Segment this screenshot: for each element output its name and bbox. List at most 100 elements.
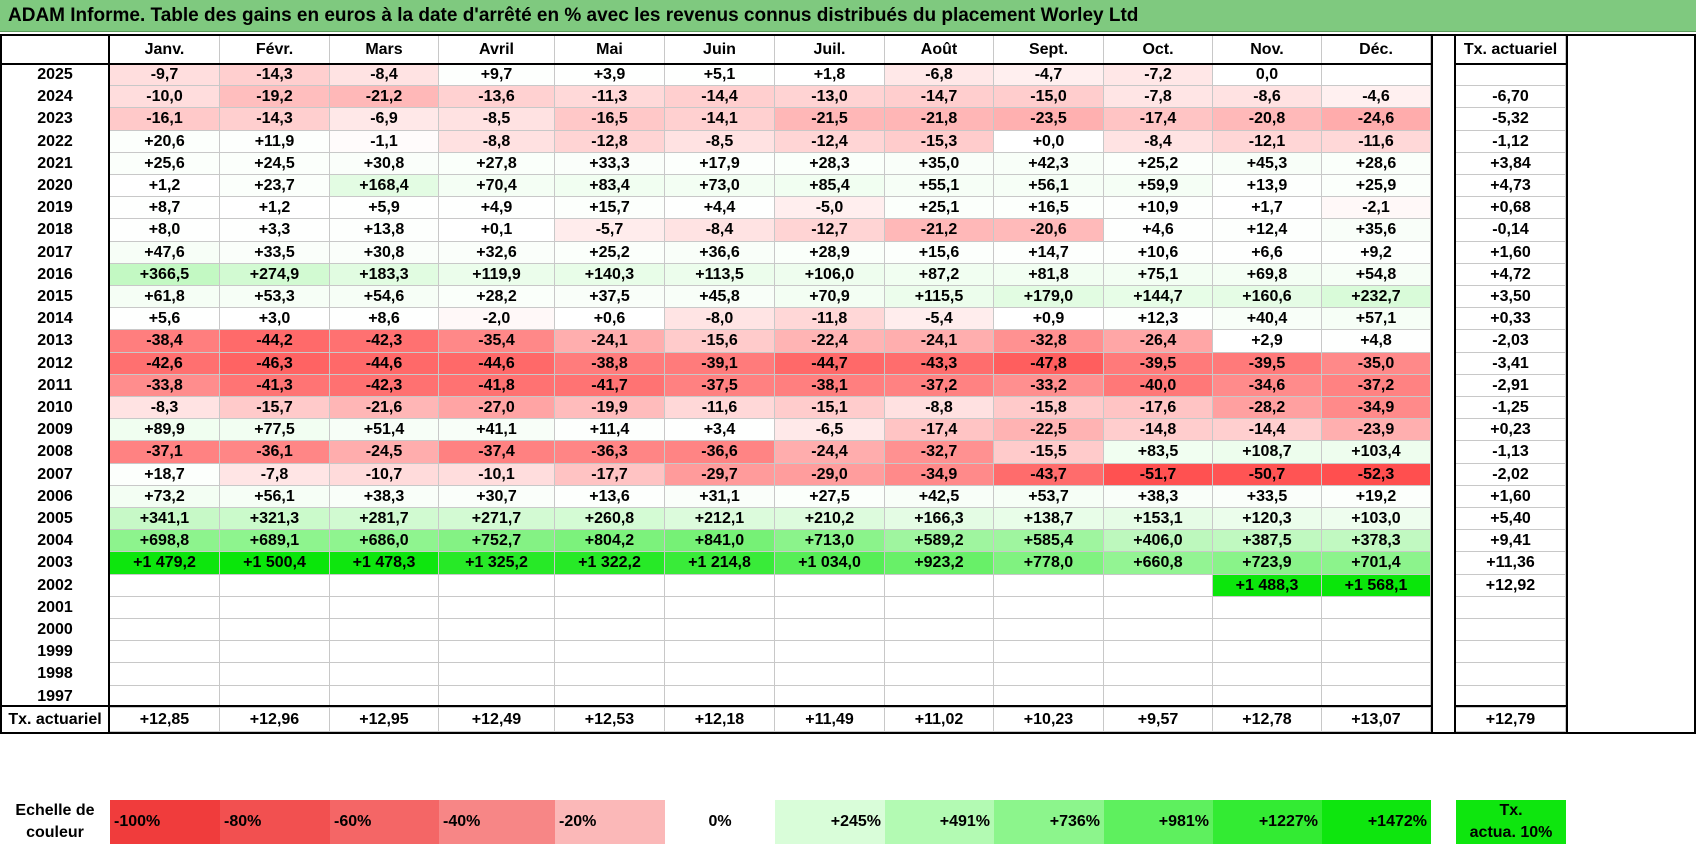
year-label: 2019	[37, 199, 73, 217]
table-cell: +13,8	[330, 219, 439, 242]
table-cell: -46,3	[220, 352, 330, 375]
table-cell	[110, 685, 220, 708]
table-cell: -21,6	[330, 397, 439, 420]
table-cell: -41,7	[555, 374, 665, 397]
table-cell: +33,5	[1213, 485, 1322, 508]
table-cell: +9,2	[1322, 241, 1431, 264]
table-cell: +5,1	[665, 64, 775, 87]
footer-label: Tx. actuariel	[8, 711, 102, 728]
table-cell: -26,4	[1104, 330, 1213, 353]
month-header: Juil.	[775, 36, 885, 64]
table-cell: -8,4	[665, 219, 775, 242]
table-cell: -33,2	[994, 374, 1104, 397]
table-cell: -28,2	[1213, 397, 1322, 420]
scale-swatch: -20%	[555, 800, 665, 844]
table-cell	[885, 574, 994, 597]
table-cell: +3,4	[665, 419, 775, 442]
footer-divider	[1454, 705, 1568, 707]
table-cell: -24,6	[1322, 108, 1431, 131]
table-cell: +28,9	[775, 241, 885, 264]
table-cell: +28,6	[1322, 152, 1431, 175]
table-cell	[885, 663, 994, 686]
year-label: 2007	[37, 465, 73, 483]
month-header: Nov.	[1213, 36, 1322, 64]
table-cell: +140,3	[555, 263, 665, 286]
table-cell: +35,0	[885, 152, 994, 175]
table-cell: -24,5	[330, 441, 439, 464]
table-cell: -38,1	[775, 374, 885, 397]
table-cell	[775, 574, 885, 597]
table-cell: +923,2	[885, 552, 994, 575]
scale-swatch: +245%	[775, 800, 885, 844]
table-cell: +25,2	[555, 241, 665, 264]
month-header: Févr.	[220, 36, 330, 64]
month-header: Juin	[665, 36, 775, 64]
table-cell: +33,5	[220, 241, 330, 264]
table-cell: +232,7	[1322, 286, 1431, 309]
table-cell: +81,8	[994, 263, 1104, 286]
year-label: 2001	[37, 598, 73, 616]
table-cell: +70,4	[439, 175, 555, 198]
table-cell: -29,7	[665, 463, 775, 486]
table-cell: -20,6	[994, 219, 1104, 242]
table-cell: +73,2	[110, 485, 220, 508]
year-label: 2010	[37, 399, 73, 416]
rate-cell: +9,41	[1456, 530, 1566, 553]
table-cell: -4,6	[1322, 86, 1431, 109]
table-cell: -39,5	[1104, 352, 1213, 375]
rate-cell: +1,60	[1456, 241, 1566, 264]
table-cell	[1104, 596, 1213, 619]
scale-label-line1: Echelle de	[15, 802, 95, 819]
table-cell: -8,5	[439, 108, 555, 131]
table-cell: -15,8	[994, 397, 1104, 420]
table-cell	[439, 574, 555, 597]
table-cell: +119,9	[439, 263, 555, 286]
table-cell: +713,0	[775, 530, 885, 553]
footer-cell: +9,57	[1104, 708, 1213, 732]
rate-cell	[1456, 685, 1566, 708]
table-cell	[665, 641, 775, 664]
table-cell: +1 034,0	[775, 552, 885, 575]
year-label: 2015	[37, 288, 73, 305]
table-cell: -9,7	[110, 64, 220, 87]
table-cell	[1213, 663, 1322, 686]
table-cell: -13,6	[439, 86, 555, 109]
table-cell: +53,7	[994, 485, 1104, 508]
table-cell: +1 214,8	[665, 552, 775, 575]
table-cell: +406,0	[1104, 530, 1213, 553]
table-cell: +108,7	[1213, 441, 1322, 464]
table-cell: +51,4	[330, 419, 439, 442]
rate-cell: +0,33	[1456, 308, 1566, 331]
scale-rate-line2: actua. 10%	[1469, 824, 1553, 841]
table-cell: +0,9	[994, 308, 1104, 331]
month-header: Mars	[330, 36, 439, 64]
table-cell	[885, 641, 994, 664]
footer-cell: +13,07	[1322, 708, 1431, 732]
table-cell: -34,9	[1322, 397, 1431, 420]
month-header: Avril	[439, 36, 555, 64]
year-label: 2023	[37, 110, 73, 128]
table-cell: +6,6	[1213, 241, 1322, 264]
table-cell: -2,0	[439, 308, 555, 331]
rate-cell: +11,36	[1456, 552, 1566, 575]
table-cell: +12,3	[1104, 308, 1213, 331]
table-cell: -41,3	[220, 374, 330, 397]
table-cell: +32,6	[439, 241, 555, 264]
table-cell: +5,9	[330, 197, 439, 220]
table-cell: +35,6	[1322, 219, 1431, 242]
table-cell: +42,3	[994, 152, 1104, 175]
scale-label: Echelle de couleur	[0, 800, 110, 844]
table-cell	[555, 685, 665, 708]
table-cell: +4,9	[439, 197, 555, 220]
table-cell: -37,4	[439, 441, 555, 464]
table-cell: +4,6	[1104, 219, 1213, 242]
table-cell	[110, 641, 220, 664]
table-cell: +10,6	[1104, 241, 1213, 264]
table-cell: +30,8	[330, 241, 439, 264]
table-cell: +3,0	[220, 308, 330, 331]
year-label: 2016	[37, 265, 73, 283]
table-cell: +45,8	[665, 286, 775, 309]
table-cell	[330, 619, 439, 642]
footer-cell: +12,96	[220, 708, 330, 732]
year-label: 2022	[37, 132, 73, 150]
